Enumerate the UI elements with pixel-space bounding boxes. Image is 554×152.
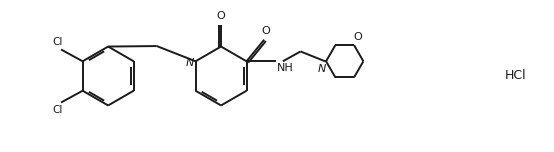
Text: O: O [353, 32, 362, 42]
Text: O: O [217, 11, 225, 21]
Text: O: O [262, 26, 270, 36]
Text: Cl: Cl [52, 36, 62, 47]
Text: Cl: Cl [52, 105, 62, 116]
Text: N: N [186, 58, 194, 68]
Text: NH: NH [276, 63, 293, 73]
Text: N: N [318, 64, 326, 74]
Text: HCl: HCl [504, 69, 526, 83]
